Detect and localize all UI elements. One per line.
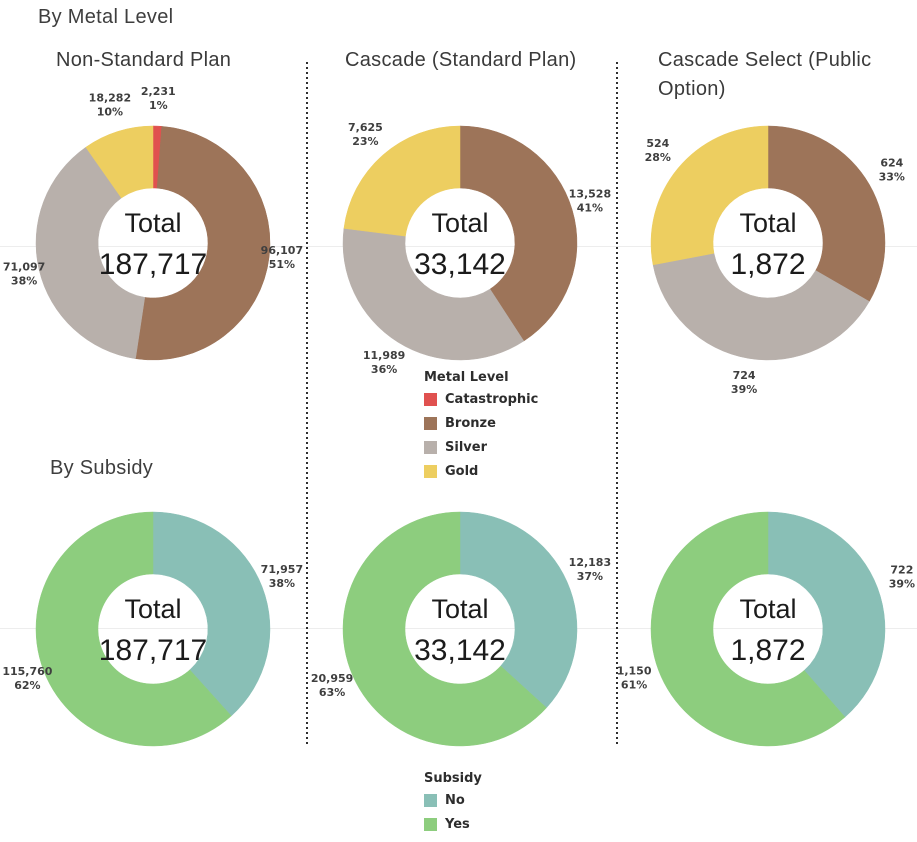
pie-slice-silver[interactable] [342, 228, 525, 361]
slice-label-yes: 1,150 61% [617, 664, 652, 691]
pie-slice-no[interactable] [459, 511, 578, 709]
slice-label-bronze: 624 33% [879, 157, 905, 184]
pie-slice-silver[interactable] [35, 146, 146, 359]
legend-item-no[interactable]: No [424, 792, 482, 808]
legend-swatch-icon [424, 440, 437, 454]
legend-item-yes[interactable]: Yes [424, 816, 482, 832]
pie-slice-gold[interactable] [650, 125, 769, 266]
legend-metal-title: Metal Level [424, 370, 509, 385]
donut-center-total-label: Total [739, 208, 796, 238]
column-title-cascade-select: Cascade Select (Public Option) [658, 49, 872, 100]
donut-center-total-value: 1,872 [730, 248, 805, 281]
slice-label-no: 71,957 38% [261, 563, 303, 590]
legend-item-gold[interactable]: Gold [424, 463, 538, 479]
legend-item-label: Gold [445, 463, 479, 479]
donut-center-total-value: 187,717 [99, 248, 207, 281]
pie-slice-no[interactable] [152, 511, 271, 717]
donut-center-total-label: Total [124, 594, 181, 624]
legend-item-label: Silver [445, 439, 487, 455]
donut-center-total-value: 187,717 [99, 634, 207, 667]
donut-center-total-label: Total [431, 208, 488, 238]
legend-subsidy: Subsidy No Yes [424, 771, 482, 841]
legend-item-silver[interactable]: Silver [424, 439, 538, 455]
legend-item-bronze[interactable]: Bronze [424, 415, 538, 431]
slice-label-silver: 11,989 36% [363, 349, 405, 376]
slice-label-yes: 115,760 62% [2, 665, 52, 692]
pie-slice-bronze[interactable] [767, 125, 886, 302]
column-title-cascade-standard: Cascade (Standard Plan) [345, 49, 577, 71]
pie-slice-silver[interactable] [652, 252, 870, 361]
legend-metal-items: Catastrophic Bronze Silver Gold [424, 391, 539, 479]
legend-item-catastrophic[interactable]: Catastrophic [424, 391, 539, 407]
pie-slice-yes[interactable] [35, 511, 232, 747]
donut-chart-subsidy-cascade-select: 722 39% 1,150 61% Total 1,872 [617, 511, 915, 747]
column-separator-1 [306, 62, 308, 746]
slice-label-bronze: 96,107 51% [261, 244, 303, 271]
section-title-by-metal-level: By Metal Level [38, 6, 174, 28]
donut-chart-metal-cascade-select: 624 33% 724 39% 524 28% Total 1,872 [645, 125, 905, 396]
donut-chart-metal-non-standard: 2,231 1% 96,107 51% 71,097 38% 18,282 10% Total 1… [3, 85, 303, 361]
slice-label-silver: 724 39% [731, 369, 757, 396]
donut-chart-subsidy-cascade-standard: 12,183 37% 20,959 63% Total 33,142 [311, 511, 611, 747]
donut-center-total-value: 33,142 [414, 634, 506, 667]
pie-slice-bronze[interactable] [459, 125, 578, 342]
donut-chart-subsidy-non-standard: 71,957 38% 115,760 62% Total 187,717 [2, 511, 303, 747]
legend-subsidy-items: No Yes [424, 792, 482, 832]
donut-center-total-label: Total [739, 594, 796, 624]
slice-label-no: 12,183 37% [569, 556, 611, 583]
column-separator-2 [616, 62, 618, 746]
donut-center-total-label: Total [124, 208, 181, 238]
section-title-by-subsidy: By Subsidy [50, 457, 154, 479]
legend-swatch-icon [424, 416, 437, 430]
legend-swatch-icon [424, 392, 437, 406]
donut-chart-metal-cascade-standard: 13,528 41% 11,989 36% 7,625 23% Total 33,142 [342, 121, 611, 376]
pie-slice-gold[interactable] [343, 125, 461, 237]
legend-swatch-icon [424, 793, 437, 807]
row2-axis-gridline [0, 628, 917, 629]
slice-label-gold: 7,625 23% [348, 121, 383, 148]
pie-slice-gold[interactable] [85, 125, 154, 199]
pie-slice-yes[interactable] [650, 511, 846, 747]
slice-label-silver: 71,097 38% [3, 261, 45, 288]
column-title-non-standard-plan: Non-Standard Plan [56, 49, 232, 71]
slice-label-yes: 20,959 63% [311, 672, 353, 699]
legend-item-label: No [445, 792, 465, 808]
slice-label-gold: 524 28% [645, 137, 671, 164]
slice-label-bronze: 13,528 41% [569, 187, 611, 214]
legend-swatch-icon [424, 464, 437, 478]
pie-slice-no[interactable] [767, 511, 886, 718]
donut-center-total-value: 1,872 [730, 634, 805, 667]
pie-slice-bronze[interactable] [135, 126, 271, 361]
slice-label-catastrophic: 2,231 1% [141, 85, 176, 112]
legend-item-label: Catastrophic [445, 391, 539, 407]
slice-label-no: 722 39% [889, 564, 915, 591]
legend-subsidy-title: Subsidy [424, 771, 482, 786]
legend-swatch-icon [424, 817, 437, 831]
legend-item-label: Bronze [445, 415, 496, 431]
legend-metal-level: Metal Level Catastrophic Bronze Silver Gold [424, 370, 538, 488]
slice-label-gold: 18,282 10% [89, 92, 131, 119]
row1-axis-gridline [0, 246, 917, 247]
donut-center-total-label: Total [431, 594, 488, 624]
donut-center-total-value: 33,142 [414, 248, 506, 281]
pie-slice-yes[interactable] [342, 511, 547, 747]
legend-item-label: Yes [445, 816, 470, 832]
